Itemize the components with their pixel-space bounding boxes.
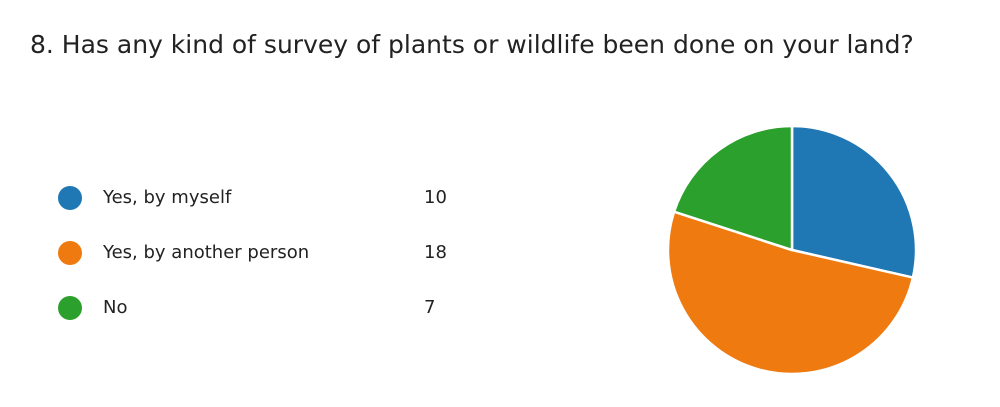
legend-item-yes-by-myself[interactable]: Yes, by myself 10 <box>58 170 478 225</box>
pie-chart-svg <box>666 124 918 376</box>
legend-label: Yes, by another person <box>103 242 310 263</box>
question-title: 8. Has any kind of survey of plants or w… <box>30 30 914 59</box>
legend-item-yes-by-another-person[interactable]: Yes, by another person 18 <box>58 225 478 280</box>
pie-slice-no[interactable] <box>672 124 794 252</box>
legend-count: 18 <box>424 242 447 263</box>
legend-count: 10 <box>424 187 447 208</box>
legend-color-dot <box>58 185 82 210</box>
pie-chart <box>662 120 922 380</box>
legend-item-no[interactable]: No 7 <box>58 280 478 335</box>
legend-label: Yes, by myself <box>103 187 232 208</box>
pie-slice-yes-by-myself[interactable] <box>790 124 918 279</box>
pie-slice-yes-by-another-person[interactable] <box>666 210 915 376</box>
legend-label: No <box>103 297 128 318</box>
chart-legend: Yes, by myself 10 Yes, by another person… <box>58 170 478 335</box>
legend-color-dot <box>58 240 82 265</box>
legend-count: 7 <box>424 297 436 318</box>
legend-color-dot <box>58 295 82 320</box>
